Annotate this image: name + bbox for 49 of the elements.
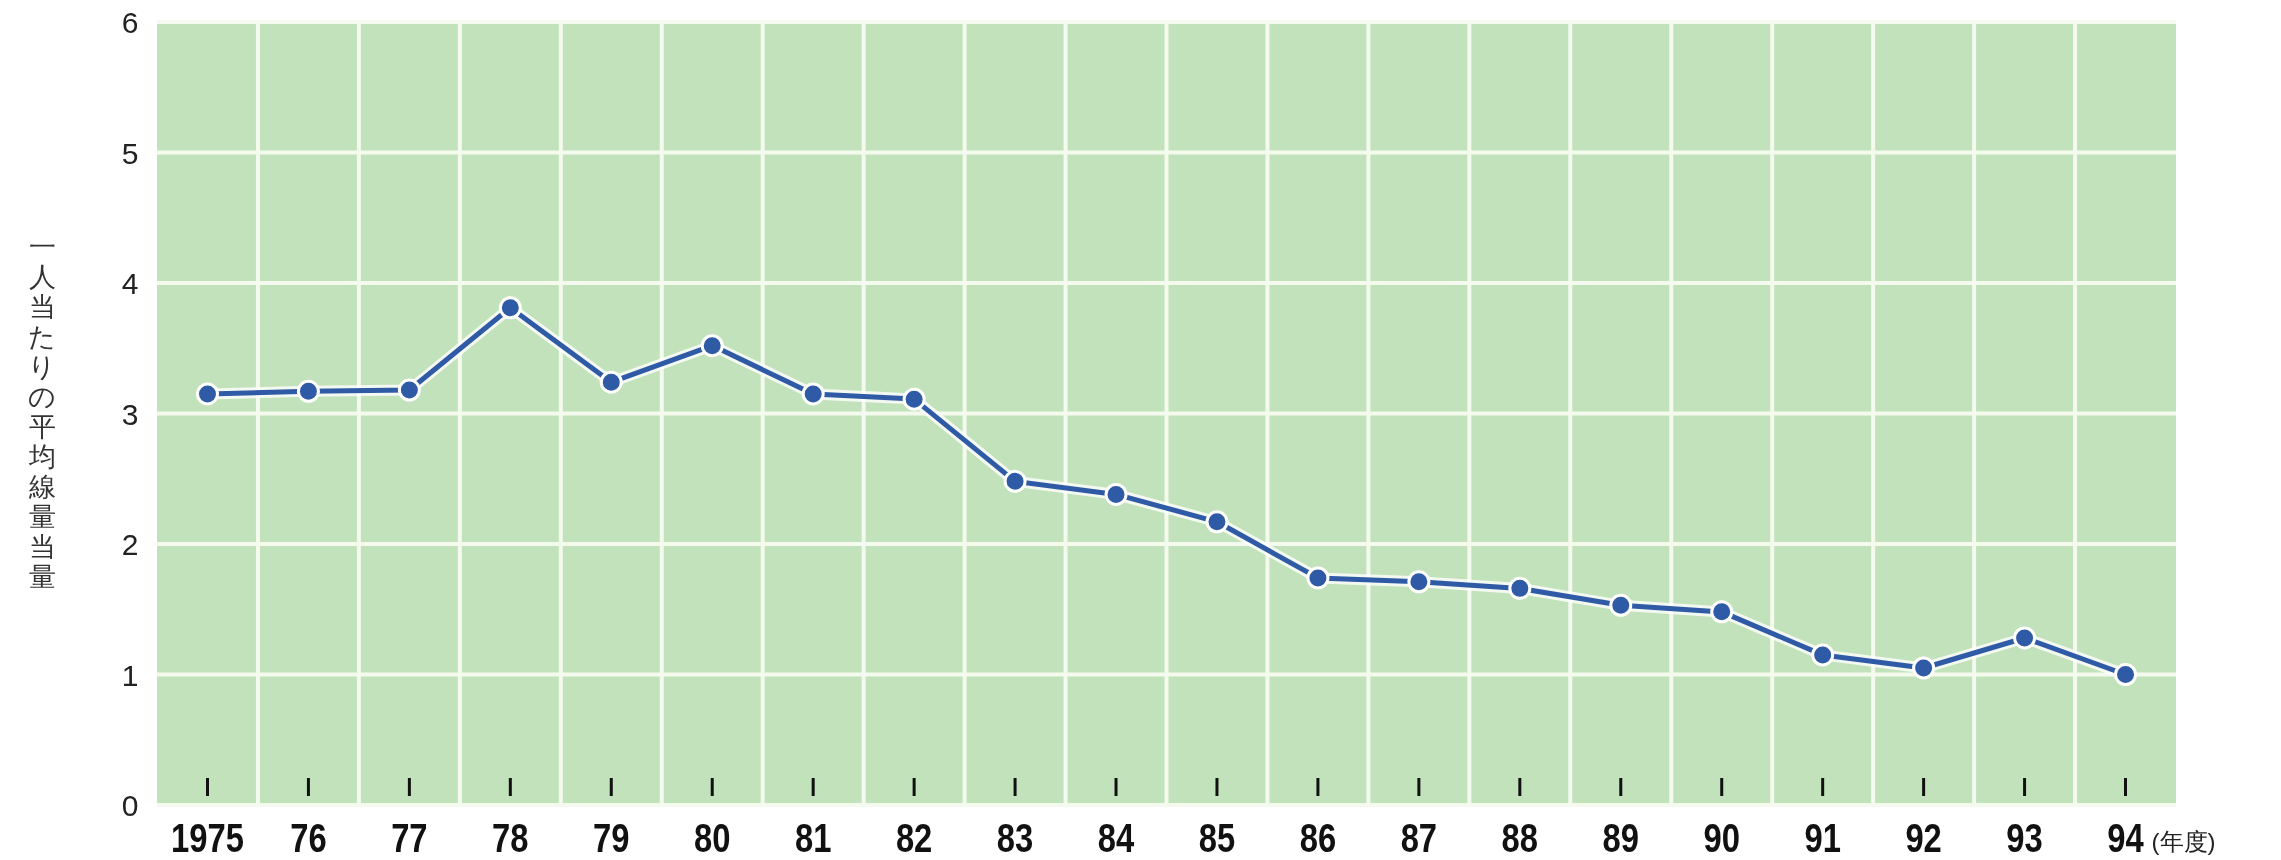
point: [498, 296, 522, 320]
point: [902, 387, 926, 411]
x-tick-label: 88: [1501, 815, 1539, 860]
x-tick-label: 86: [1299, 815, 1337, 860]
y-tick-label: 4: [121, 267, 139, 300]
point: [1407, 570, 1431, 594]
point: [1003, 469, 1027, 493]
point: [2013, 626, 2037, 650]
x-tick-label: 76: [290, 815, 327, 860]
point: [1104, 482, 1128, 506]
point: [195, 382, 219, 406]
point: [1710, 600, 1734, 624]
y-tick-label: 6: [121, 6, 139, 39]
y-tick-label: 3: [121, 397, 139, 431]
point: [1811, 643, 1835, 667]
x-tick-label: 93: [2006, 815, 2043, 860]
x-tick-label: 82: [895, 815, 933, 860]
x-axis-title: (年度): [2151, 828, 2216, 855]
point: [1912, 656, 1936, 680]
point: [397, 378, 421, 402]
x-tick-label: 81: [794, 815, 832, 860]
y-tick-label: 2: [121, 528, 139, 561]
point: [296, 379, 320, 403]
x-tick-label: 85: [1198, 815, 1236, 860]
text: 一人当たりの平均線量当量: [28, 232, 56, 592]
y-tick-label: 0: [121, 789, 139, 822]
x-tick-label: 94: [2107, 815, 2145, 860]
point: [1609, 593, 1633, 617]
x-tick-label: 1975: [171, 815, 244, 860]
x-tick-label: 91: [1804, 815, 1841, 860]
x-tick-label: 90: [1703, 815, 1740, 860]
x-tick-label: 79: [593, 815, 630, 860]
x-tick-label: 83: [996, 815, 1034, 860]
point: [2114, 663, 2138, 686]
point: [1205, 510, 1229, 534]
x-tick-label: 77: [391, 815, 428, 860]
x-tick-label: 89: [1602, 815, 1640, 860]
point: [599, 370, 623, 394]
point: [1508, 576, 1532, 600]
point: [700, 334, 724, 358]
x-tick-label: 80: [693, 815, 731, 860]
y-tick-label: 1: [121, 658, 139, 692]
x-tick-label: 87: [1400, 815, 1438, 860]
x-tick-label: 84: [1097, 815, 1135, 860]
x-tick-label: 92: [1905, 815, 1942, 860]
y-tick-label: 5: [121, 136, 139, 170]
point: [801, 382, 825, 406]
point: [1306, 566, 1330, 590]
x-tick-label: 78: [492, 815, 529, 860]
